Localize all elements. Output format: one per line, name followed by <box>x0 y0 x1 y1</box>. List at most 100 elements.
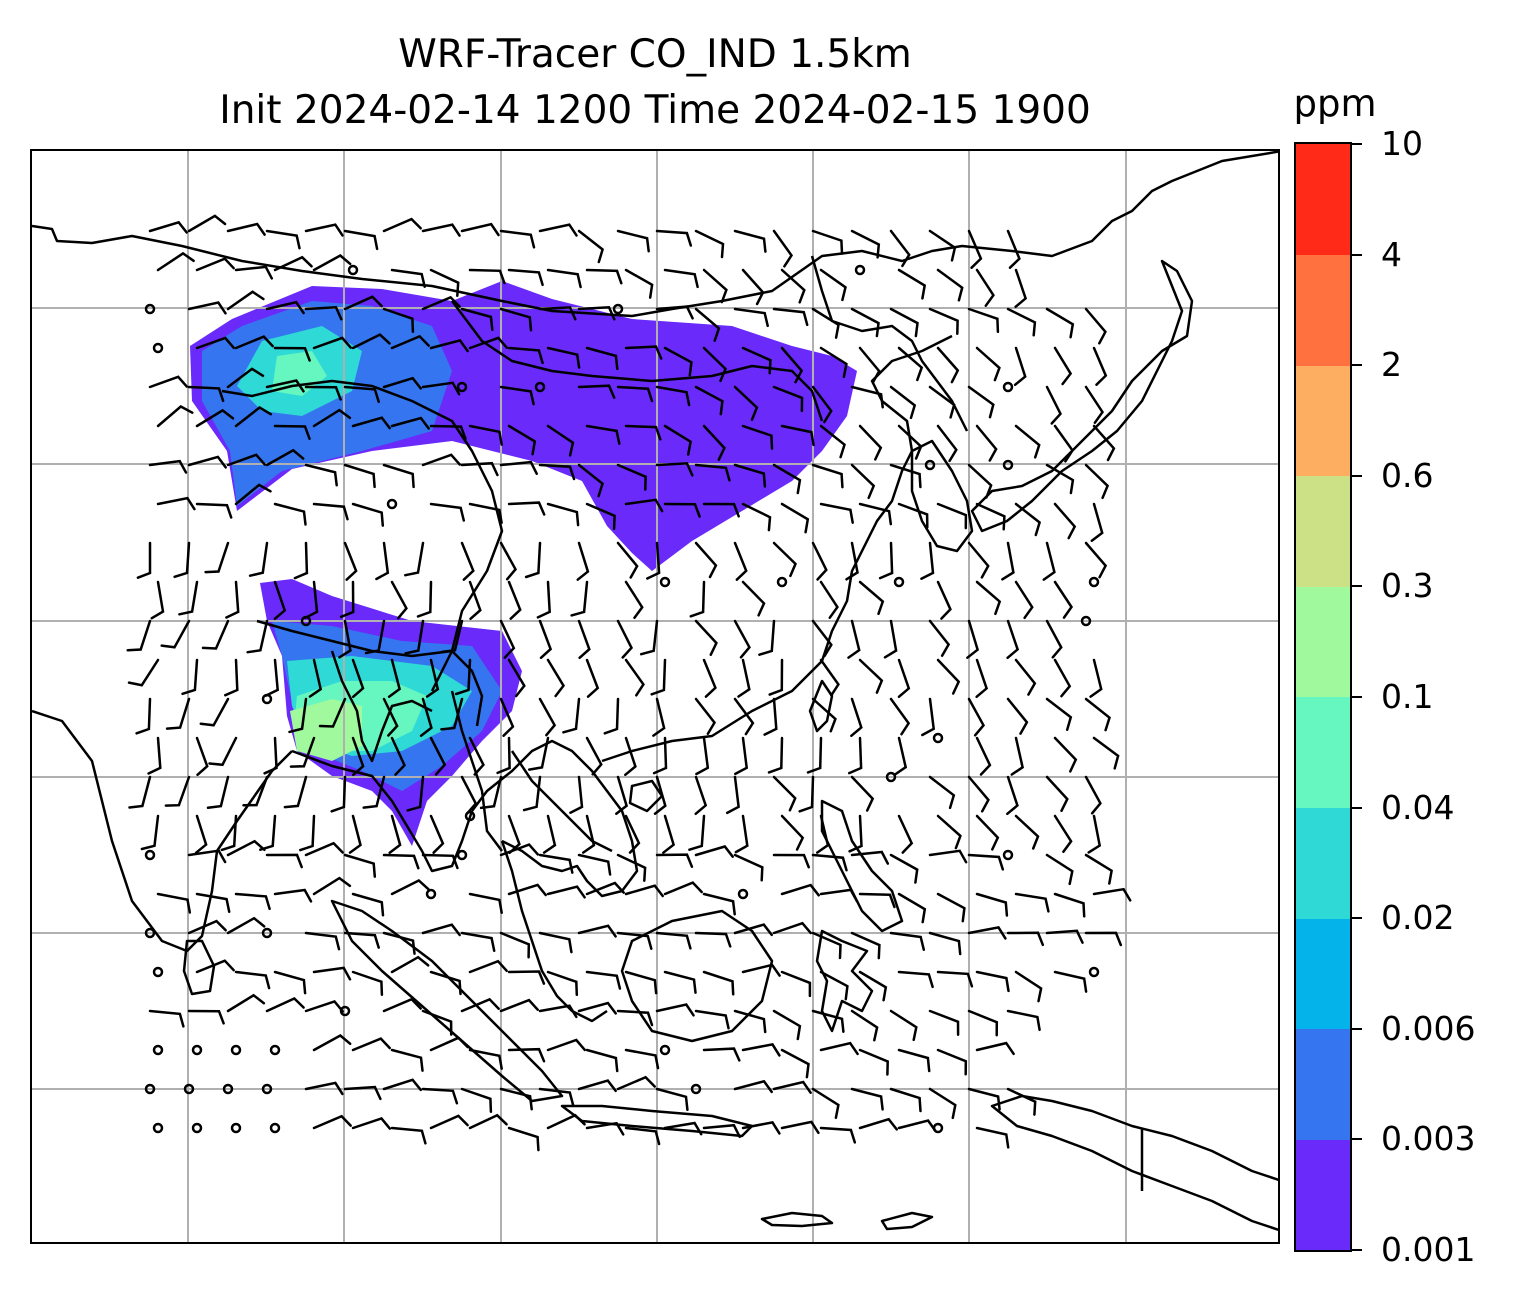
colorbar-segment <box>1296 254 1350 366</box>
wind-barb <box>390 1048 424 1072</box>
wind-barb <box>187 214 227 233</box>
wind-barb <box>772 385 804 413</box>
colorbar-segment <box>1296 697 1350 809</box>
wind-barb <box>889 853 919 884</box>
wind-barb <box>694 307 721 342</box>
wind-barb <box>850 1009 879 1042</box>
wind-barb <box>702 424 726 461</box>
wind-barb <box>206 775 230 810</box>
wind-barb <box>858 1048 889 1076</box>
wind-barb <box>1084 307 1107 345</box>
wind-barb <box>733 541 748 581</box>
wind-barb-calm <box>191 1122 203 1134</box>
wind-barb <box>351 658 365 699</box>
wind-barb <box>811 385 833 424</box>
wind-barb <box>195 892 231 914</box>
wind-barb <box>156 404 194 428</box>
wind-barb <box>772 541 797 578</box>
japan-islands <box>970 259 1194 533</box>
wind-barb <box>936 1048 968 1076</box>
wind-barb <box>343 853 377 878</box>
wind-barb <box>468 580 482 621</box>
wind-barb <box>524 541 542 579</box>
wind-barb <box>147 736 162 775</box>
wind-barb <box>390 416 430 430</box>
wind-barb-calm <box>690 1083 702 1095</box>
wind-barb <box>702 502 740 518</box>
wind-barb <box>577 306 616 321</box>
colorbar-tick <box>1352 364 1362 367</box>
wind-barb <box>768 658 784 696</box>
wind-barb <box>351 333 391 350</box>
wind-barb <box>460 931 496 953</box>
wind-barb <box>624 814 641 854</box>
wind-barb <box>507 814 521 855</box>
wind-barb <box>694 463 731 482</box>
wind-barb <box>889 463 922 489</box>
wind-barb <box>390 736 406 776</box>
colorbar-tick-label: 4 <box>1381 234 1402 274</box>
wind-barb <box>694 697 717 736</box>
wind-barb <box>655 931 692 950</box>
wind-barb-calm <box>456 381 468 393</box>
coastline-indochina <box>471 739 639 898</box>
wind-barb <box>1014 424 1041 459</box>
wind-barb <box>312 1033 352 1052</box>
border-russia-china <box>810 255 969 432</box>
wind-barb <box>655 305 694 320</box>
wind-barb <box>419 697 433 737</box>
wind-barb <box>811 1087 840 1120</box>
wind-barb <box>616 1075 656 1091</box>
wind-barb <box>655 462 694 477</box>
wind-barb <box>1006 775 1019 816</box>
wind-barb <box>975 1126 1010 1149</box>
wind-barb-calm <box>144 303 156 315</box>
colorbar-tick-label: 0.04 <box>1381 787 1455 827</box>
wind-barb <box>767 736 784 774</box>
wind-barb <box>429 424 467 441</box>
island-lesser-sunda <box>760 1211 834 1228</box>
wind-barb <box>234 265 274 280</box>
wind-barb-calm <box>1088 576 1100 588</box>
wind-barb-calm <box>612 303 624 315</box>
wind-barb <box>585 881 625 896</box>
wind-barb <box>772 853 810 869</box>
wind-barb <box>259 814 277 851</box>
wind-barb <box>136 541 152 579</box>
tracer-plume-north-peak <box>272 351 327 396</box>
wind-barb <box>507 1047 546 1063</box>
wind-barb <box>624 970 658 995</box>
wind-barb <box>966 619 980 659</box>
wind-barb <box>798 775 815 813</box>
wind-barb <box>928 1087 957 1120</box>
wind-barb <box>468 892 503 914</box>
wind-barb <box>181 658 199 696</box>
colorbar-tick <box>1352 143 1362 145</box>
wind-barb <box>928 229 957 262</box>
wind-barb <box>624 498 664 513</box>
colorbar-tick <box>1352 696 1362 698</box>
wind-barb <box>577 619 591 660</box>
wind-barb <box>819 502 854 524</box>
wind-barb <box>312 408 352 428</box>
wind-barb <box>225 580 240 619</box>
wind-barb <box>454 658 472 696</box>
wind-barb <box>273 502 307 526</box>
wind-barb <box>624 884 664 898</box>
wind-barb <box>273 424 311 440</box>
wind-barb <box>702 268 728 304</box>
wind-barb <box>889 931 926 951</box>
wind-barb <box>858 424 883 461</box>
wind-barb <box>546 970 579 997</box>
wind-barb <box>624 1048 660 1070</box>
wind-barb <box>1014 580 1034 620</box>
wind-barb <box>741 963 781 977</box>
wind-barb <box>616 619 634 659</box>
wind-barb <box>226 290 265 311</box>
wind-barb <box>624 1126 661 1146</box>
wind-barb <box>339 580 355 619</box>
wind-barb <box>429 268 460 297</box>
island-philippines <box>820 799 904 933</box>
wind-barb <box>187 919 227 935</box>
wind-barb <box>246 619 269 654</box>
